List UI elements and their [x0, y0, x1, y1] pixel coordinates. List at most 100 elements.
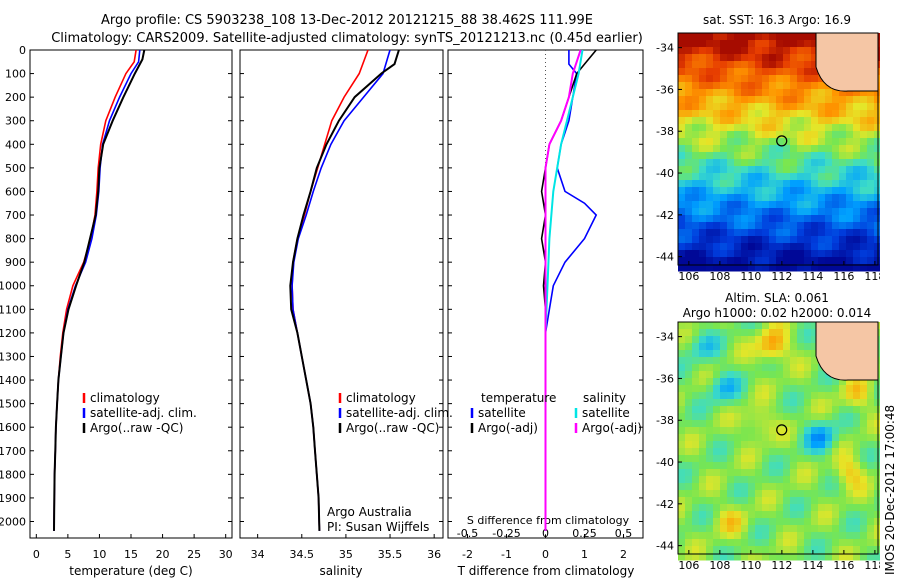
map-cell — [741, 322, 749, 330]
map-cell — [804, 385, 812, 393]
map-cell — [860, 124, 868, 132]
map-cell — [839, 110, 847, 118]
map-cell — [692, 40, 700, 48]
map-cell — [825, 392, 833, 400]
map-cell — [699, 497, 707, 505]
map-cell — [811, 159, 819, 167]
map-cell — [776, 357, 784, 365]
map-cell — [776, 434, 784, 442]
map-cell — [804, 434, 812, 442]
map-cell — [790, 117, 798, 125]
map-cell — [776, 180, 784, 188]
map-cell — [790, 476, 798, 484]
map-cell — [678, 215, 686, 223]
map-cell — [769, 329, 777, 337]
map-cell — [839, 420, 847, 428]
map-cell — [748, 236, 756, 244]
map-cell — [692, 131, 700, 139]
map-cell — [692, 546, 700, 554]
map-cell — [734, 82, 742, 90]
map-cell — [825, 131, 833, 139]
map-cell — [713, 117, 721, 125]
map-cell — [755, 434, 763, 442]
map-cell — [832, 483, 840, 491]
map-cell — [783, 110, 791, 118]
map-cell — [860, 525, 868, 533]
map-cell — [762, 406, 770, 414]
map-cell — [699, 539, 707, 547]
map-cell — [811, 448, 819, 456]
map-cell — [720, 54, 728, 62]
map-cell — [860, 110, 868, 118]
map-cell — [783, 532, 791, 540]
map-cell — [706, 399, 714, 407]
map-cell — [713, 257, 721, 265]
map-cell — [783, 194, 791, 202]
map-cell — [783, 82, 791, 90]
map-cell — [804, 357, 812, 365]
map-cell — [804, 427, 812, 435]
map-cell — [846, 131, 854, 139]
map-cell — [685, 504, 693, 512]
map-cell — [839, 173, 847, 181]
map-cell — [783, 476, 791, 484]
map-cell — [748, 357, 756, 365]
map-cell — [692, 441, 700, 449]
map-cell — [734, 222, 742, 230]
map-cell — [706, 229, 714, 237]
map-cell — [748, 33, 756, 41]
map-cell — [685, 427, 693, 435]
map-cell — [846, 187, 854, 195]
map-cell — [769, 110, 777, 118]
map-cell — [867, 455, 875, 463]
map-cell — [762, 448, 770, 456]
map-cell — [706, 166, 714, 174]
map-cell — [804, 336, 812, 344]
map-cell — [727, 350, 735, 358]
map-cell — [699, 54, 707, 62]
map-cell — [692, 264, 700, 272]
map-cell — [748, 152, 756, 160]
map-cell — [678, 385, 686, 393]
map-cell — [776, 490, 784, 498]
map-cell — [699, 371, 707, 379]
x-axis-label-top: S difference from climatology — [467, 514, 630, 527]
map-cell — [755, 194, 763, 202]
map-cell — [867, 469, 875, 477]
map-cell — [790, 208, 798, 216]
x-tick-label: 25 — [187, 548, 201, 561]
map-cell — [804, 553, 812, 561]
map-cell — [839, 89, 847, 97]
map-cell — [692, 455, 700, 463]
map-cell — [867, 483, 875, 491]
map-cell — [713, 173, 721, 181]
map-cell — [741, 89, 749, 97]
map-cell — [797, 336, 805, 344]
map-cell — [832, 539, 840, 547]
map-cell — [783, 504, 791, 512]
map-cell — [825, 264, 833, 272]
map-cell — [699, 434, 707, 442]
map-cell — [783, 525, 791, 533]
map-cell — [692, 103, 700, 111]
map-cell — [692, 343, 700, 351]
y-tick-label: 1500 — [0, 398, 26, 411]
map-cell — [818, 462, 826, 470]
map-cell — [678, 68, 686, 76]
map-cell — [720, 229, 728, 237]
map-cell — [846, 243, 854, 251]
land-mass — [815, 32, 879, 92]
map-cell — [734, 539, 742, 547]
map-cell — [811, 138, 819, 146]
map-cell — [860, 385, 868, 393]
map-cell — [839, 490, 847, 498]
map-cell — [832, 152, 840, 160]
map-cell — [678, 469, 686, 477]
map-cell — [832, 131, 840, 139]
imos-timestamp: IMOS 20-Dec-2012 17:00:48 — [880, 340, 900, 580]
map-cell — [734, 336, 742, 344]
map-cell — [720, 89, 728, 97]
map-cell — [867, 173, 875, 181]
map-cell — [706, 357, 714, 365]
map-cell — [776, 553, 784, 561]
